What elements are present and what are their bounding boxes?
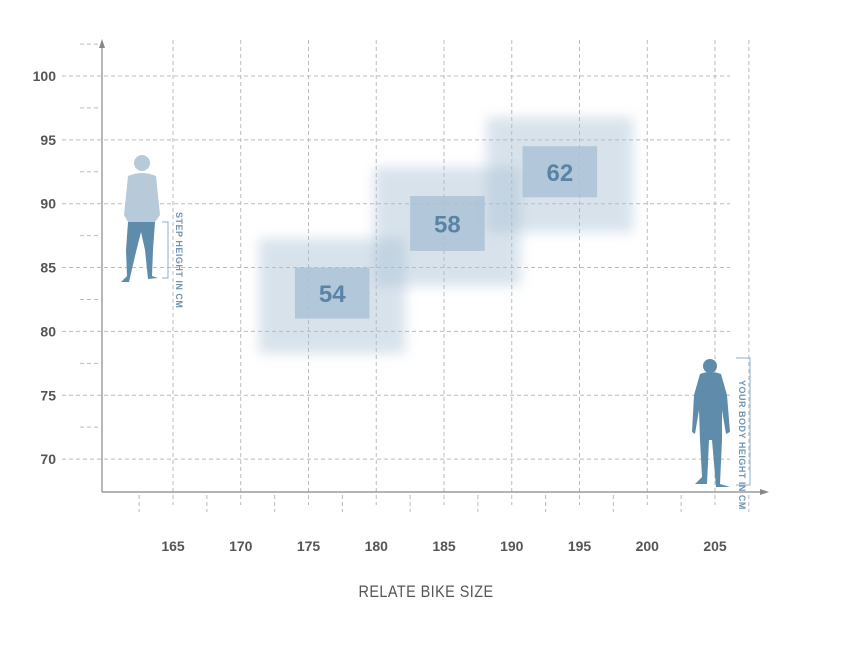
x-axis-label: RELATE BIKE SIZE [358, 582, 494, 601]
y-tick-label: 80 [40, 323, 56, 339]
x-tick-label: 205 [703, 538, 727, 554]
x-tick-label: 185 [432, 538, 456, 554]
y-tick-label: 100 [33, 68, 57, 84]
x-tick-label: 170 [229, 538, 253, 554]
body-height-person-icon: YOUR BODY HEIGHT IN CM [692, 357, 751, 510]
step-height-person-icon: STEP HEIGHT IN CM [121, 155, 184, 308]
y-axis-arrow [99, 39, 105, 48]
x-tick-label: 175 [297, 538, 321, 554]
x-tick-label: 195 [568, 538, 592, 554]
size-box-54 [294, 267, 370, 319]
y-tick-label: 70 [40, 451, 56, 467]
x-tick-label: 165 [161, 538, 185, 554]
y-tick-label: 85 [40, 260, 56, 276]
x-axis-arrow [760, 489, 769, 495]
size-box-58 [410, 196, 485, 251]
y-tick-label: 95 [40, 132, 56, 148]
x-tick-label: 190 [500, 538, 524, 554]
y-tick-label: 75 [40, 387, 56, 403]
y-tick-label: 90 [40, 196, 56, 212]
x-tick-label: 180 [365, 538, 389, 554]
size-box-62 [522, 146, 598, 198]
size-label: 62 [547, 160, 574, 187]
size-label: 58 [434, 211, 461, 238]
x-tick-label: 200 [636, 538, 660, 554]
step-height-label: STEP HEIGHT IN CM [174, 212, 184, 308]
size-label: 54 [319, 281, 346, 308]
body-height-label: YOUR BODY HEIGHT IN CM [737, 380, 747, 510]
